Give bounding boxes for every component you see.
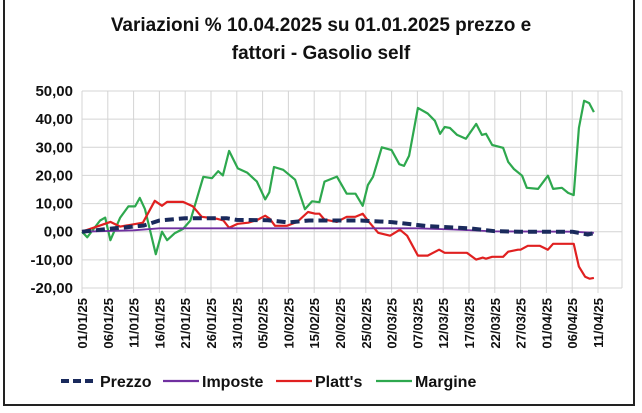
x-tick-label: 27/03/25	[514, 298, 529, 349]
legend: Prezzo Imposte Platt's Margine	[61, 374, 476, 391]
y-tick-label: -20,00	[30, 280, 73, 297]
y-tick-label: 0,00	[44, 224, 73, 241]
x-tick-label: 01/01/25	[75, 298, 90, 349]
chart-title-line-2: fattori - Gasolio self	[231, 43, 411, 64]
series-line-platts	[81, 199, 595, 280]
x-tick-label: 06/04/25	[565, 298, 580, 349]
x-tick-label: 01/04/25	[539, 298, 554, 349]
x-tick-label: 11/01/25	[127, 298, 142, 348]
x-tick-label: 25/02/25	[359, 298, 374, 349]
x-tick-label: 10/02/25	[281, 298, 296, 349]
x-tick-label: 31/01/25	[230, 298, 245, 349]
series-line-margine	[81, 99, 595, 256]
y-tick-label: -10,00	[30, 252, 73, 269]
y-tick-label: 40,00	[35, 111, 73, 128]
x-tick-label: 11/04/25	[591, 298, 606, 348]
x-tick-label: 21/01/25	[178, 298, 193, 349]
chart-frame	[3, 0, 635, 406]
legend-label: Platt's	[315, 374, 362, 391]
y-tick-label: 50,00	[35, 83, 73, 100]
chart-title: Variazioni % 10.04.2025 su 01.01.2025 pr…	[0, 12, 642, 68]
legend-label: Prezzo	[100, 374, 152, 391]
x-tick-label: 16/01/25	[152, 298, 167, 349]
legend-label: Imposte	[202, 374, 263, 391]
series-line-prezzo	[81, 216, 595, 237]
y-tick-label: 10,00	[35, 196, 73, 213]
x-axis-ticks: 01/01/25 06/01/25 11/01/25 16/01/25 21/01/25…	[75, 298, 606, 349]
x-tick-label: 05/02/25	[256, 298, 271, 349]
x-tick-label: 20/02/25	[333, 298, 348, 349]
series-lines	[81, 99, 595, 280]
y-axis-ticks: 50,00 40,00 30,00 20,00 10,00 0,00 -10,00 -20,0…	[30, 83, 73, 297]
y-tick-label: 20,00	[35, 167, 73, 184]
x-tick-label: 02/03/25	[385, 298, 400, 349]
y-tick-label: 30,00	[35, 139, 73, 156]
x-tick-label: 06/01/25	[101, 298, 116, 349]
chart-title-line-1: Variazioni % 10.04.2025 su 01.01.2025 pr…	[110, 15, 532, 36]
x-tick-label: 12/03/25	[436, 298, 451, 349]
gridlines	[81, 90, 623, 293]
x-tick-label: 07/03/25	[410, 298, 425, 349]
x-tick-label: 22/03/25	[488, 298, 503, 349]
x-tick-label: 17/03/25	[462, 298, 477, 349]
x-tick-label: 26/01/25	[204, 298, 219, 349]
legend-label: Margine	[415, 374, 476, 391]
x-tick-label: 15/02/25	[307, 298, 322, 349]
